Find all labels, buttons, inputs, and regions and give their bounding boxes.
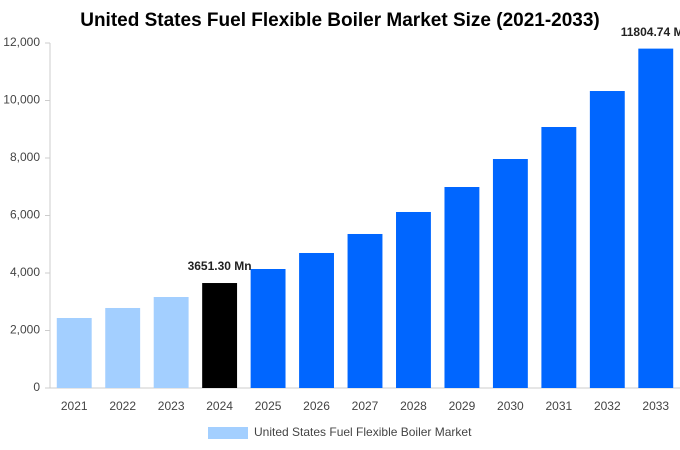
x-tick-label: 2025 <box>255 399 282 413</box>
value-label: 11804.74 Mn <box>621 25 680 39</box>
chart-title: United States Fuel Flexible Boiler Marke… <box>80 10 600 31</box>
bar <box>105 307 141 388</box>
x-tick-label: 2031 <box>545 399 572 413</box>
y-tick-label: 8,000 <box>10 150 40 164</box>
x-tick-label: 2024 <box>206 399 233 413</box>
y-tick-label: 0 <box>33 380 40 394</box>
x-tick-label: 2023 <box>158 399 185 413</box>
x-tick-label: 2021 <box>61 399 88 413</box>
bar <box>541 127 577 388</box>
bar <box>347 233 383 388</box>
bar <box>589 91 625 388</box>
bar <box>492 159 528 388</box>
x-tick-label: 2030 <box>497 399 524 413</box>
bar <box>250 269 286 388</box>
bar <box>638 48 674 389</box>
bar <box>153 297 189 388</box>
x-tick-label: 2033 <box>642 399 669 413</box>
y-tick-label: 6,000 <box>10 208 40 222</box>
bar <box>56 317 92 388</box>
value-label: 3651.30 Mn <box>188 259 252 273</box>
bar <box>299 252 334 388</box>
bar <box>202 283 238 388</box>
y-tick-label: 10,000 <box>3 93 40 107</box>
legend-swatch <box>208 427 248 439</box>
x-tick-label: 2029 <box>449 399 476 413</box>
x-tick-label: 2022 <box>109 399 136 413</box>
y-tick-label: 12,000 <box>3 35 40 49</box>
x-tick-label: 2026 <box>303 399 330 413</box>
bar <box>396 211 431 388</box>
y-tick-label: 4,000 <box>10 265 40 279</box>
x-tick-label: 2032 <box>594 399 621 413</box>
x-tick-label: 2027 <box>352 399 379 413</box>
x-tick-label: 2028 <box>400 399 427 413</box>
legend-label: United States Fuel Flexible Boiler Marke… <box>254 425 472 439</box>
bar <box>444 187 480 388</box>
y-tick-label: 2,000 <box>10 323 40 337</box>
